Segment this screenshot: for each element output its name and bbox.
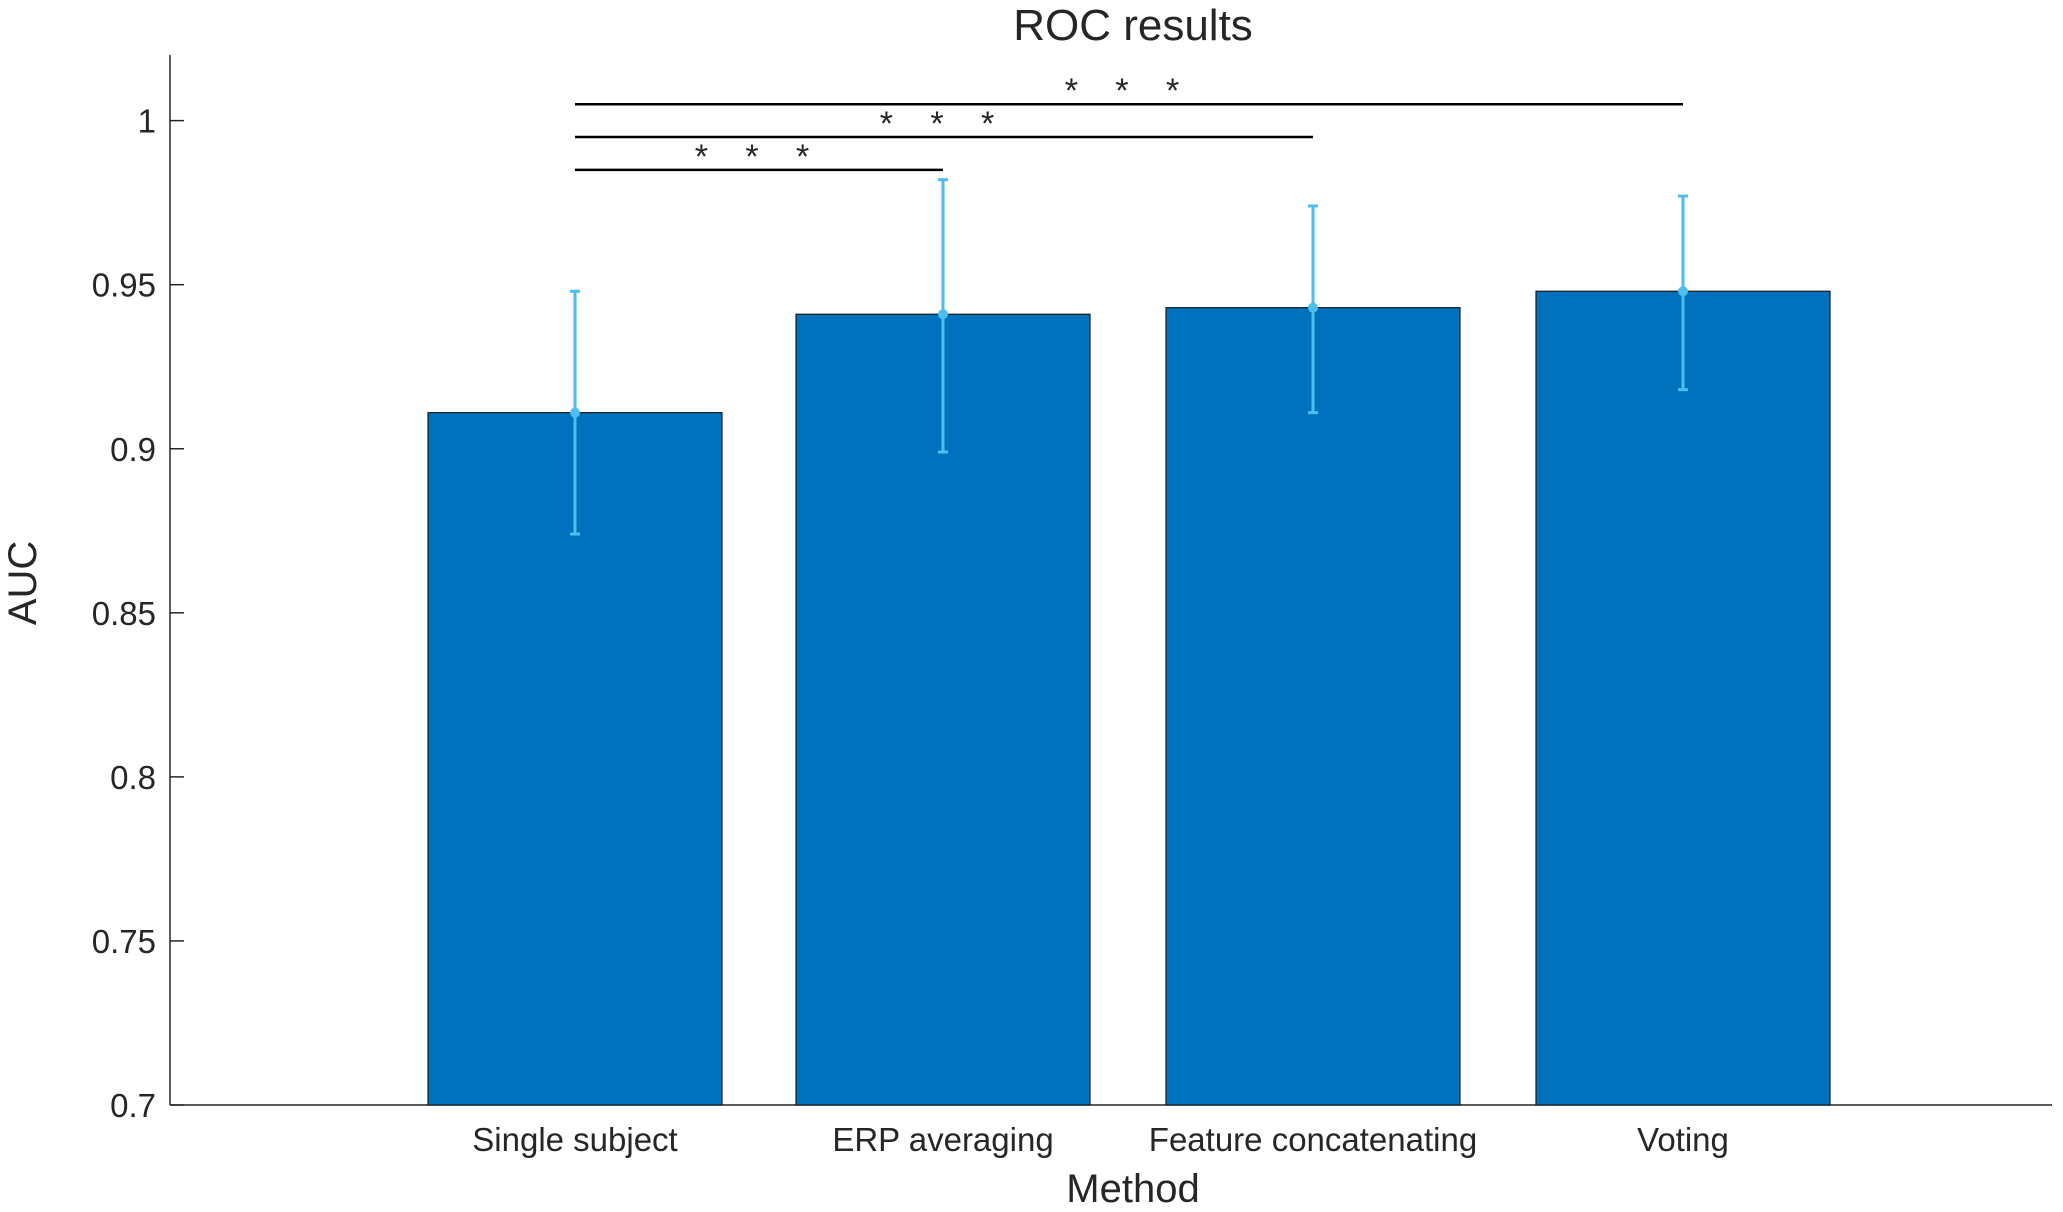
bar xyxy=(1535,290,1831,1106)
x-axis-title: Method xyxy=(1066,1167,1199,1211)
x-tick-label: Single subject xyxy=(472,1121,677,1158)
y-axis: 0.7 0.75 0.8 0.85 0.9 0.95 1 xyxy=(92,55,184,1124)
bars xyxy=(427,290,1831,1106)
error-point xyxy=(1308,302,1318,313)
y-tick-label: 0.8 xyxy=(110,759,156,796)
y-tick-label: 0.9 xyxy=(110,431,156,468)
error-point xyxy=(938,309,948,320)
significance-label: * * * xyxy=(695,138,824,176)
y-tick-label: 0.85 xyxy=(92,595,156,632)
significance-brackets: * * * * * * * * * xyxy=(575,72,1683,176)
significance-label: * * * xyxy=(1065,72,1194,110)
y-tick-label: 0.95 xyxy=(92,267,156,304)
error-point xyxy=(1678,286,1688,297)
y-axis-title: AUC xyxy=(1,541,45,625)
y-tick-label: 1 xyxy=(138,103,156,140)
error-point xyxy=(570,407,580,418)
bar xyxy=(1165,307,1461,1106)
y-tick-label: 0.75 xyxy=(92,923,156,960)
x-tick-label: Feature concatenating xyxy=(1149,1121,1477,1158)
y-tick-label: 0.7 xyxy=(110,1087,156,1124)
x-axis: Single subject ERP averaging Feature conca… xyxy=(170,1091,2052,1158)
error-bars xyxy=(570,178,1688,536)
x-tick-label: Voting xyxy=(1637,1121,1729,1158)
significance-label: * * * xyxy=(880,105,1009,143)
x-tick-label: ERP averaging xyxy=(832,1121,1053,1158)
chart-title: ROC results xyxy=(1013,1,1253,50)
